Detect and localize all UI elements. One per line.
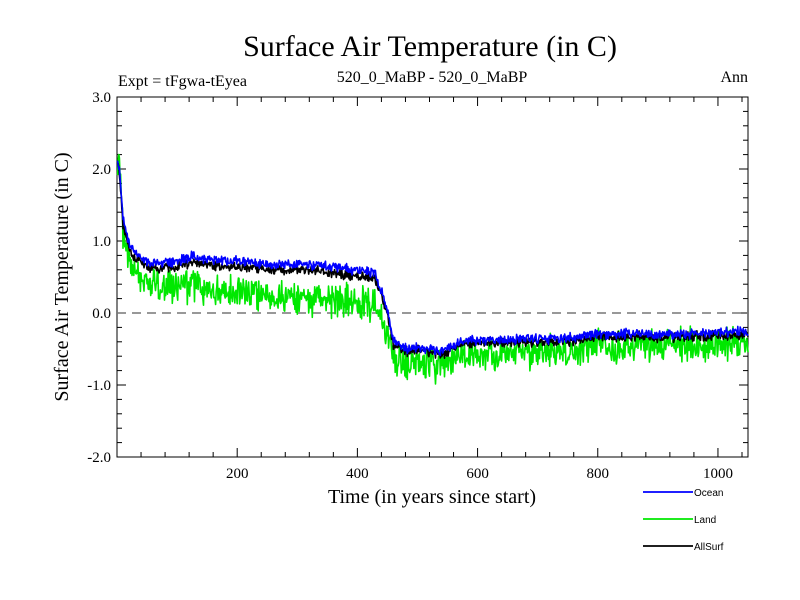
plot-frame (116, 96, 749, 458)
legend: Ocean Land AllSurf (643, 488, 724, 553)
x-axis-label: Time (in years since start) (328, 486, 536, 508)
y-tick-label: 2.0 (92, 162, 111, 178)
y-tick-label: 1.0 (92, 234, 111, 250)
legend-label-land: Land (694, 515, 716, 526)
y-axis-label: Surface Air Temperature (in C) (51, 152, 73, 401)
x-tick-label: 400 (346, 466, 369, 482)
x-tick-label: 800 (587, 466, 610, 482)
series-line-ocean (116, 160, 749, 357)
legend-label-ocean: Ocean (694, 488, 723, 499)
x-tick-label: 1000 (703, 466, 733, 482)
plot-border (116, 96, 749, 458)
y-tick-label: 3.0 (92, 90, 111, 106)
chart-title: Surface Air Temperature (in C) (243, 30, 617, 63)
y-tick-label: -2.0 (87, 450, 111, 466)
y-tick-label: -1.0 (87, 378, 111, 394)
y-tick-label: 0.0 (92, 306, 111, 322)
axis-ticks: 200 400 600 800 1000 -2.0 -1.0 0.0 1.0 2.0 3.0 (87, 90, 748, 482)
x-tick-label: 600 (466, 466, 489, 482)
subtitle-left: Expt = tFgwa-tEyea (118, 73, 247, 90)
subtitle-center: 520_0_MaBP - 520_0_MaBP (337, 69, 528, 86)
series-line-allsurf (116, 162, 749, 359)
subtitle-right: Ann (720, 69, 748, 86)
series-layer (116, 153, 749, 385)
x-tick-label: 200 (226, 466, 249, 482)
legend-label-allsurf: AllSurf (694, 542, 724, 553)
